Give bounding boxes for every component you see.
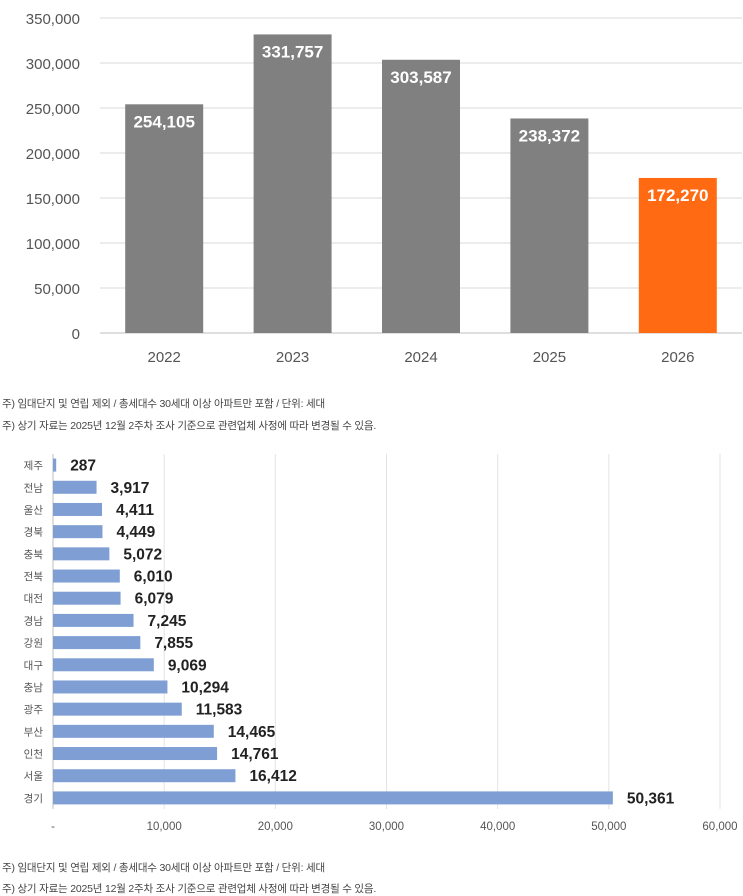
bar-value-label: 11,583 bbox=[196, 702, 243, 719]
y-category-label: 충남 bbox=[24, 682, 44, 694]
y-category-label: 경기 bbox=[24, 792, 43, 805]
bar-value-label: 6,010 bbox=[134, 569, 173, 586]
x-tick-label: - bbox=[51, 821, 55, 833]
bar-value-label: 5,072 bbox=[123, 546, 162, 563]
yearly-supply-bar-chart: 0 50,000 100,000 150,000 200,000 250,000 300,0… bbox=[26, 11, 742, 366]
y-tick-label: 200,000 bbox=[26, 146, 80, 163]
bar-광주 bbox=[53, 702, 182, 716]
bar-value-label: 238,372 bbox=[519, 126, 580, 145]
y-category-label: 서울 bbox=[24, 771, 44, 783]
bar-value-label: 254,105 bbox=[133, 112, 194, 131]
bar-value-label: 303,587 bbox=[390, 68, 451, 87]
bar-서울 bbox=[53, 769, 236, 783]
x-tick-label: 60,000 bbox=[702, 821, 737, 833]
x-tick-label: 2025 bbox=[533, 349, 566, 366]
bar-충북 bbox=[53, 547, 110, 561]
y-category-label: 충북 bbox=[24, 549, 44, 561]
bar-value-label: 287 bbox=[70, 458, 96, 475]
bar-value-label: 6,079 bbox=[135, 591, 174, 608]
y-category-label: 울산 bbox=[24, 504, 44, 516]
bar-value-label: 172,270 bbox=[647, 186, 708, 205]
bar-value-label: 3,917 bbox=[111, 480, 150, 497]
bar-value-label: 9,069 bbox=[168, 657, 207, 674]
y-tick-label: 100,000 bbox=[26, 236, 80, 253]
bar-경북 bbox=[53, 525, 103, 539]
bar-2026 bbox=[638, 177, 717, 333]
bar-value-label: 331,757 bbox=[262, 42, 323, 61]
bar-value-label: 4,449 bbox=[116, 524, 155, 541]
bar-울산 bbox=[53, 502, 103, 516]
x-tick-label: 40,000 bbox=[480, 821, 515, 833]
bar-2023 bbox=[253, 34, 332, 333]
bar-전북 bbox=[53, 569, 120, 583]
bar-부산 bbox=[53, 724, 214, 738]
x-tick-label: 10,000 bbox=[147, 821, 182, 833]
bar-충남 bbox=[53, 680, 168, 694]
y-category-label: 대전 bbox=[24, 593, 43, 605]
regional-supply-bar-chart: - 10,000 20,000 30,000 40,000 50,000 60,000 제주 2… bbox=[24, 454, 738, 833]
y-category-label: 부산 bbox=[24, 726, 44, 738]
chart-top-note-1: 주) 임대단지 및 연립 제외 / 총세대수 30세대 이상 아파트만 포함 /… bbox=[2, 398, 325, 410]
chart-top-note-2: 주) 상기 자료는 2025년 12월 2주차 조사 기준으로 관련업체 사정에… bbox=[2, 420, 377, 432]
bar-2024 bbox=[382, 59, 460, 334]
bar-경기 bbox=[53, 791, 613, 805]
bar-value-label: 7,855 bbox=[154, 635, 193, 652]
chart-bottom-note-1: 주) 임대단지 및 연립 제외 / 총세대수 30세대 이상 아파트만 포함 /… bbox=[2, 862, 325, 874]
x-tick-label: 2024 bbox=[404, 349, 437, 366]
bar-value-label: 50,361 bbox=[627, 790, 675, 807]
y-category-label: 대구 bbox=[24, 660, 44, 672]
chart-bottom-note-2: 주) 상기 자료는 2025년 12월 2주차 조사 기준으로 관련업체 사정에… bbox=[2, 883, 377, 895]
bar-경남 bbox=[53, 613, 134, 627]
bar-value-label: 16,412 bbox=[249, 768, 296, 785]
bar-대구 bbox=[53, 658, 154, 672]
bar-제주 bbox=[53, 458, 57, 472]
bar-value-label: 14,465 bbox=[228, 724, 276, 741]
bar-대전 bbox=[53, 591, 121, 605]
y-tick-label: 150,000 bbox=[26, 191, 80, 208]
x-tick-label: 30,000 bbox=[369, 821, 404, 833]
bar-value-label: 4,411 bbox=[116, 502, 154, 519]
y-category-label: 경북 bbox=[24, 526, 44, 539]
y-tick-label: 0 bbox=[72, 326, 80, 343]
y-category-label: 인천 bbox=[24, 749, 43, 761]
bar-value-label: 7,245 bbox=[148, 613, 187, 630]
y-category-label: 제주 bbox=[24, 460, 44, 472]
y-tick-label: 50,000 bbox=[34, 281, 80, 298]
y-category-label: 경남 bbox=[24, 614, 44, 627]
bar-인천 bbox=[53, 747, 218, 761]
y-tick-label: 350,000 bbox=[26, 11, 80, 28]
x-tick-label: 2026 bbox=[661, 349, 694, 366]
bar-강원 bbox=[53, 636, 141, 650]
bar-value-label: 10,294 bbox=[181, 679, 229, 696]
bar-전남 bbox=[53, 480, 97, 494]
x-tick-label: 50,000 bbox=[591, 821, 626, 833]
y-tick-label: 300,000 bbox=[26, 56, 80, 73]
bar-value-label: 14,761 bbox=[231, 746, 279, 763]
x-tick-label: 2022 bbox=[148, 349, 181, 366]
bar-2025 bbox=[510, 118, 589, 333]
y-category-label: 광주 bbox=[24, 704, 44, 716]
x-tick-label: 20,000 bbox=[258, 821, 293, 833]
bar-2022 bbox=[125, 104, 204, 333]
y-tick-label: 250,000 bbox=[26, 101, 80, 118]
y-category-label: 전남 bbox=[24, 482, 44, 494]
y-category-label: 전북 bbox=[24, 571, 44, 583]
x-tick-label: 2023 bbox=[276, 349, 309, 366]
y-category-label: 강원 bbox=[24, 638, 43, 650]
